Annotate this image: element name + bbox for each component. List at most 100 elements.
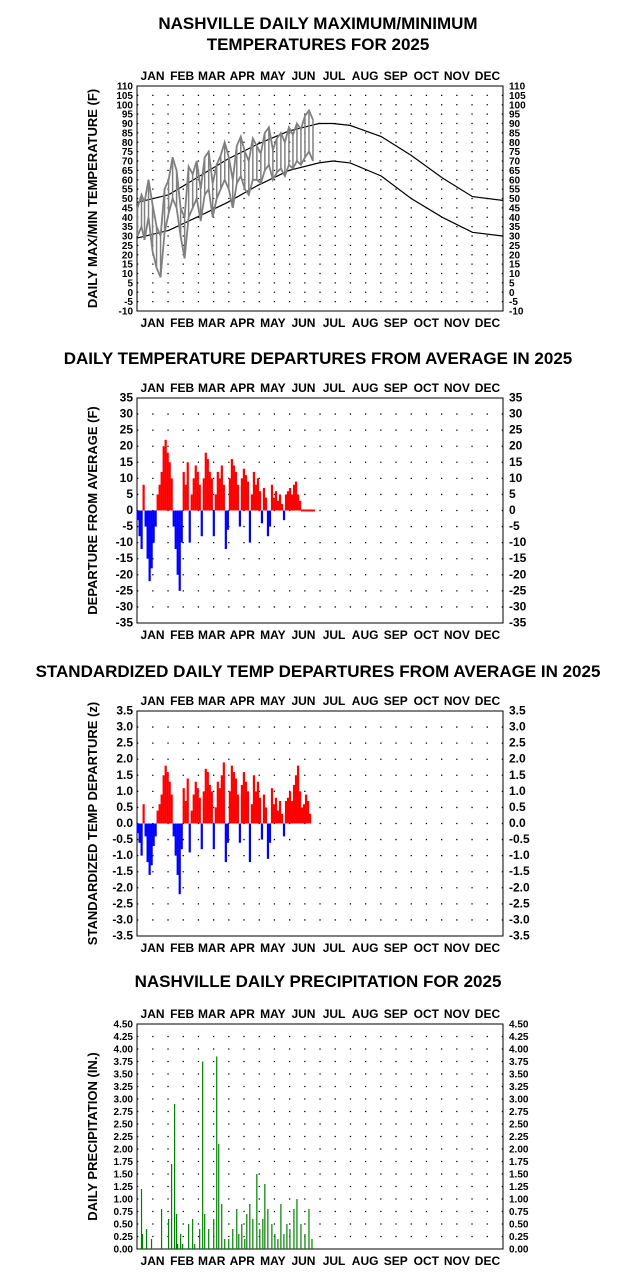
temps-ytick-left: 10 xyxy=(122,269,134,280)
departures-bar xyxy=(268,510,272,527)
precip-ytick-right: 3.75 xyxy=(509,1057,529,1068)
departures-ytick-right: 25 xyxy=(509,423,523,437)
standardized-bar xyxy=(224,823,227,863)
departures-ytick-right: 0 xyxy=(509,503,516,517)
temps-title-line2: TEMPERATURES FOR 2025 xyxy=(206,35,430,54)
standardized-ytick-right: 0.0 xyxy=(509,816,526,830)
departures-month-top: FEB xyxy=(170,381,194,395)
departures-bar xyxy=(196,471,199,511)
departures-bar xyxy=(182,471,185,511)
departures-bar xyxy=(242,468,245,511)
standardized-month-top: OCT xyxy=(414,694,440,708)
standardized-bar xyxy=(168,781,171,824)
temps-ytick-left: 5 xyxy=(127,278,133,289)
standardized-bar xyxy=(252,775,256,824)
temps-ylabel: DAILY MAX/MIN TEMPERATURE (F) xyxy=(85,89,100,308)
precip-month-top: JUN xyxy=(291,1007,315,1021)
departures-bar xyxy=(162,446,165,511)
departures-bar xyxy=(272,497,276,511)
departures-bar xyxy=(232,465,235,511)
temps-ytick-left: 50 xyxy=(122,194,134,205)
departures-ytick-left: 25 xyxy=(120,423,134,437)
precip-ytick-left: 1.75 xyxy=(114,1157,134,1168)
temps-ytick-left: 75 xyxy=(122,147,134,158)
standardized-ytick-left: -2.0 xyxy=(112,880,133,894)
precip-month-bottom: DEC xyxy=(475,1254,501,1268)
standardized-month-bottom: OCT xyxy=(414,941,440,955)
standardized-ytick-right: -2.0 xyxy=(509,880,530,894)
standardized-ytick-right: -1.0 xyxy=(509,848,530,862)
departures-ytick-right: -20 xyxy=(509,567,527,581)
standardized-bar xyxy=(144,823,147,837)
standardized-bar xyxy=(218,788,221,824)
temps-month-bottom: APR xyxy=(230,316,256,330)
departures-bar xyxy=(206,459,209,511)
precip-month-top: JUL xyxy=(323,1007,346,1021)
temps-ytick-left: 45 xyxy=(122,203,134,214)
temps-ytick-right: 25 xyxy=(509,241,521,252)
standardized-ytick-right: 0.5 xyxy=(509,800,526,814)
temps-ytick-left: 40 xyxy=(122,213,134,224)
precip-month-top: MAR xyxy=(198,1007,226,1021)
standardized-month-bottom: AUG xyxy=(352,941,379,955)
standardized-bar xyxy=(240,784,243,824)
standardized-bar xyxy=(156,810,159,824)
standardized-bar xyxy=(154,823,157,837)
standardized-bar xyxy=(198,797,201,824)
standardized-bar xyxy=(214,807,217,824)
temps-ytick-right: 45 xyxy=(509,203,521,214)
departures-bar xyxy=(228,478,231,511)
temps-month-bottom: MAY xyxy=(260,316,286,330)
temps-ytick-right: 5 xyxy=(509,278,515,289)
departures-bar xyxy=(240,478,243,511)
standardized-bar xyxy=(196,788,199,824)
precip-ytick-left: 2.50 xyxy=(114,1120,134,1131)
standardized-ytick-right: 3.0 xyxy=(509,720,526,734)
departures-ytick-left: -15 xyxy=(116,551,134,565)
standardized-bar xyxy=(212,823,215,850)
standardized-month-bottom: MAY xyxy=(260,941,286,955)
standardized-ytick-left: 1.0 xyxy=(116,784,133,798)
temps-ytick-left: 60 xyxy=(122,175,134,186)
temps-ytick-left: 110 xyxy=(117,82,134,93)
departures-bar xyxy=(138,510,141,537)
departures-ytick-left: 30 xyxy=(120,407,134,421)
standardized-ytick-left: 2.0 xyxy=(116,752,133,766)
departures-bar xyxy=(174,510,177,550)
precip-month-bottom: JAN xyxy=(141,1254,165,1268)
standardized-ytick-left: 1.5 xyxy=(116,768,133,782)
departures-bar xyxy=(164,439,167,511)
precip-month-top: DEC xyxy=(475,1007,501,1021)
departures-bar xyxy=(238,510,241,527)
departures-bar xyxy=(246,481,250,511)
temps-title-line1: NASHVILLE DAILY MAXIMUM/MINIMUM xyxy=(158,14,478,33)
temps-month-top: MAY xyxy=(260,69,286,83)
standardized-bar xyxy=(246,791,250,824)
precip-month-bottom: SEP xyxy=(384,1254,408,1268)
departures-ytick-left: -5 xyxy=(122,519,133,533)
temps-ytick-left: 90 xyxy=(122,119,134,130)
precip-month-top: MAY xyxy=(260,1007,286,1021)
temps-ytick-right: 10 xyxy=(509,269,521,280)
standardized-ytick-left: -3.5 xyxy=(112,929,133,943)
departures-bar xyxy=(220,465,223,511)
standardized-bar xyxy=(308,813,312,824)
departures-bar xyxy=(292,484,296,511)
temps-ytick-right: 60 xyxy=(509,175,521,186)
departures-bar xyxy=(170,478,173,511)
precip-month-top: NOV xyxy=(444,1007,470,1021)
temps-ytick-left: 95 xyxy=(122,110,134,121)
departures-bar xyxy=(156,494,159,511)
standardized-bar xyxy=(294,775,298,824)
departures-bar xyxy=(260,510,264,524)
standardized-bar xyxy=(194,781,197,824)
precip-month-bottom: APR xyxy=(230,1254,256,1268)
departures-bar xyxy=(298,500,302,511)
standardized-month-bottom: NOV xyxy=(444,941,470,955)
standardized-bar xyxy=(262,794,266,824)
standardized-bar xyxy=(288,791,292,824)
standardized-ytick-left: -3.0 xyxy=(112,912,133,926)
departures-bar xyxy=(166,452,169,511)
departures-bar xyxy=(160,471,163,511)
departures-month-bottom: DEC xyxy=(475,628,501,642)
